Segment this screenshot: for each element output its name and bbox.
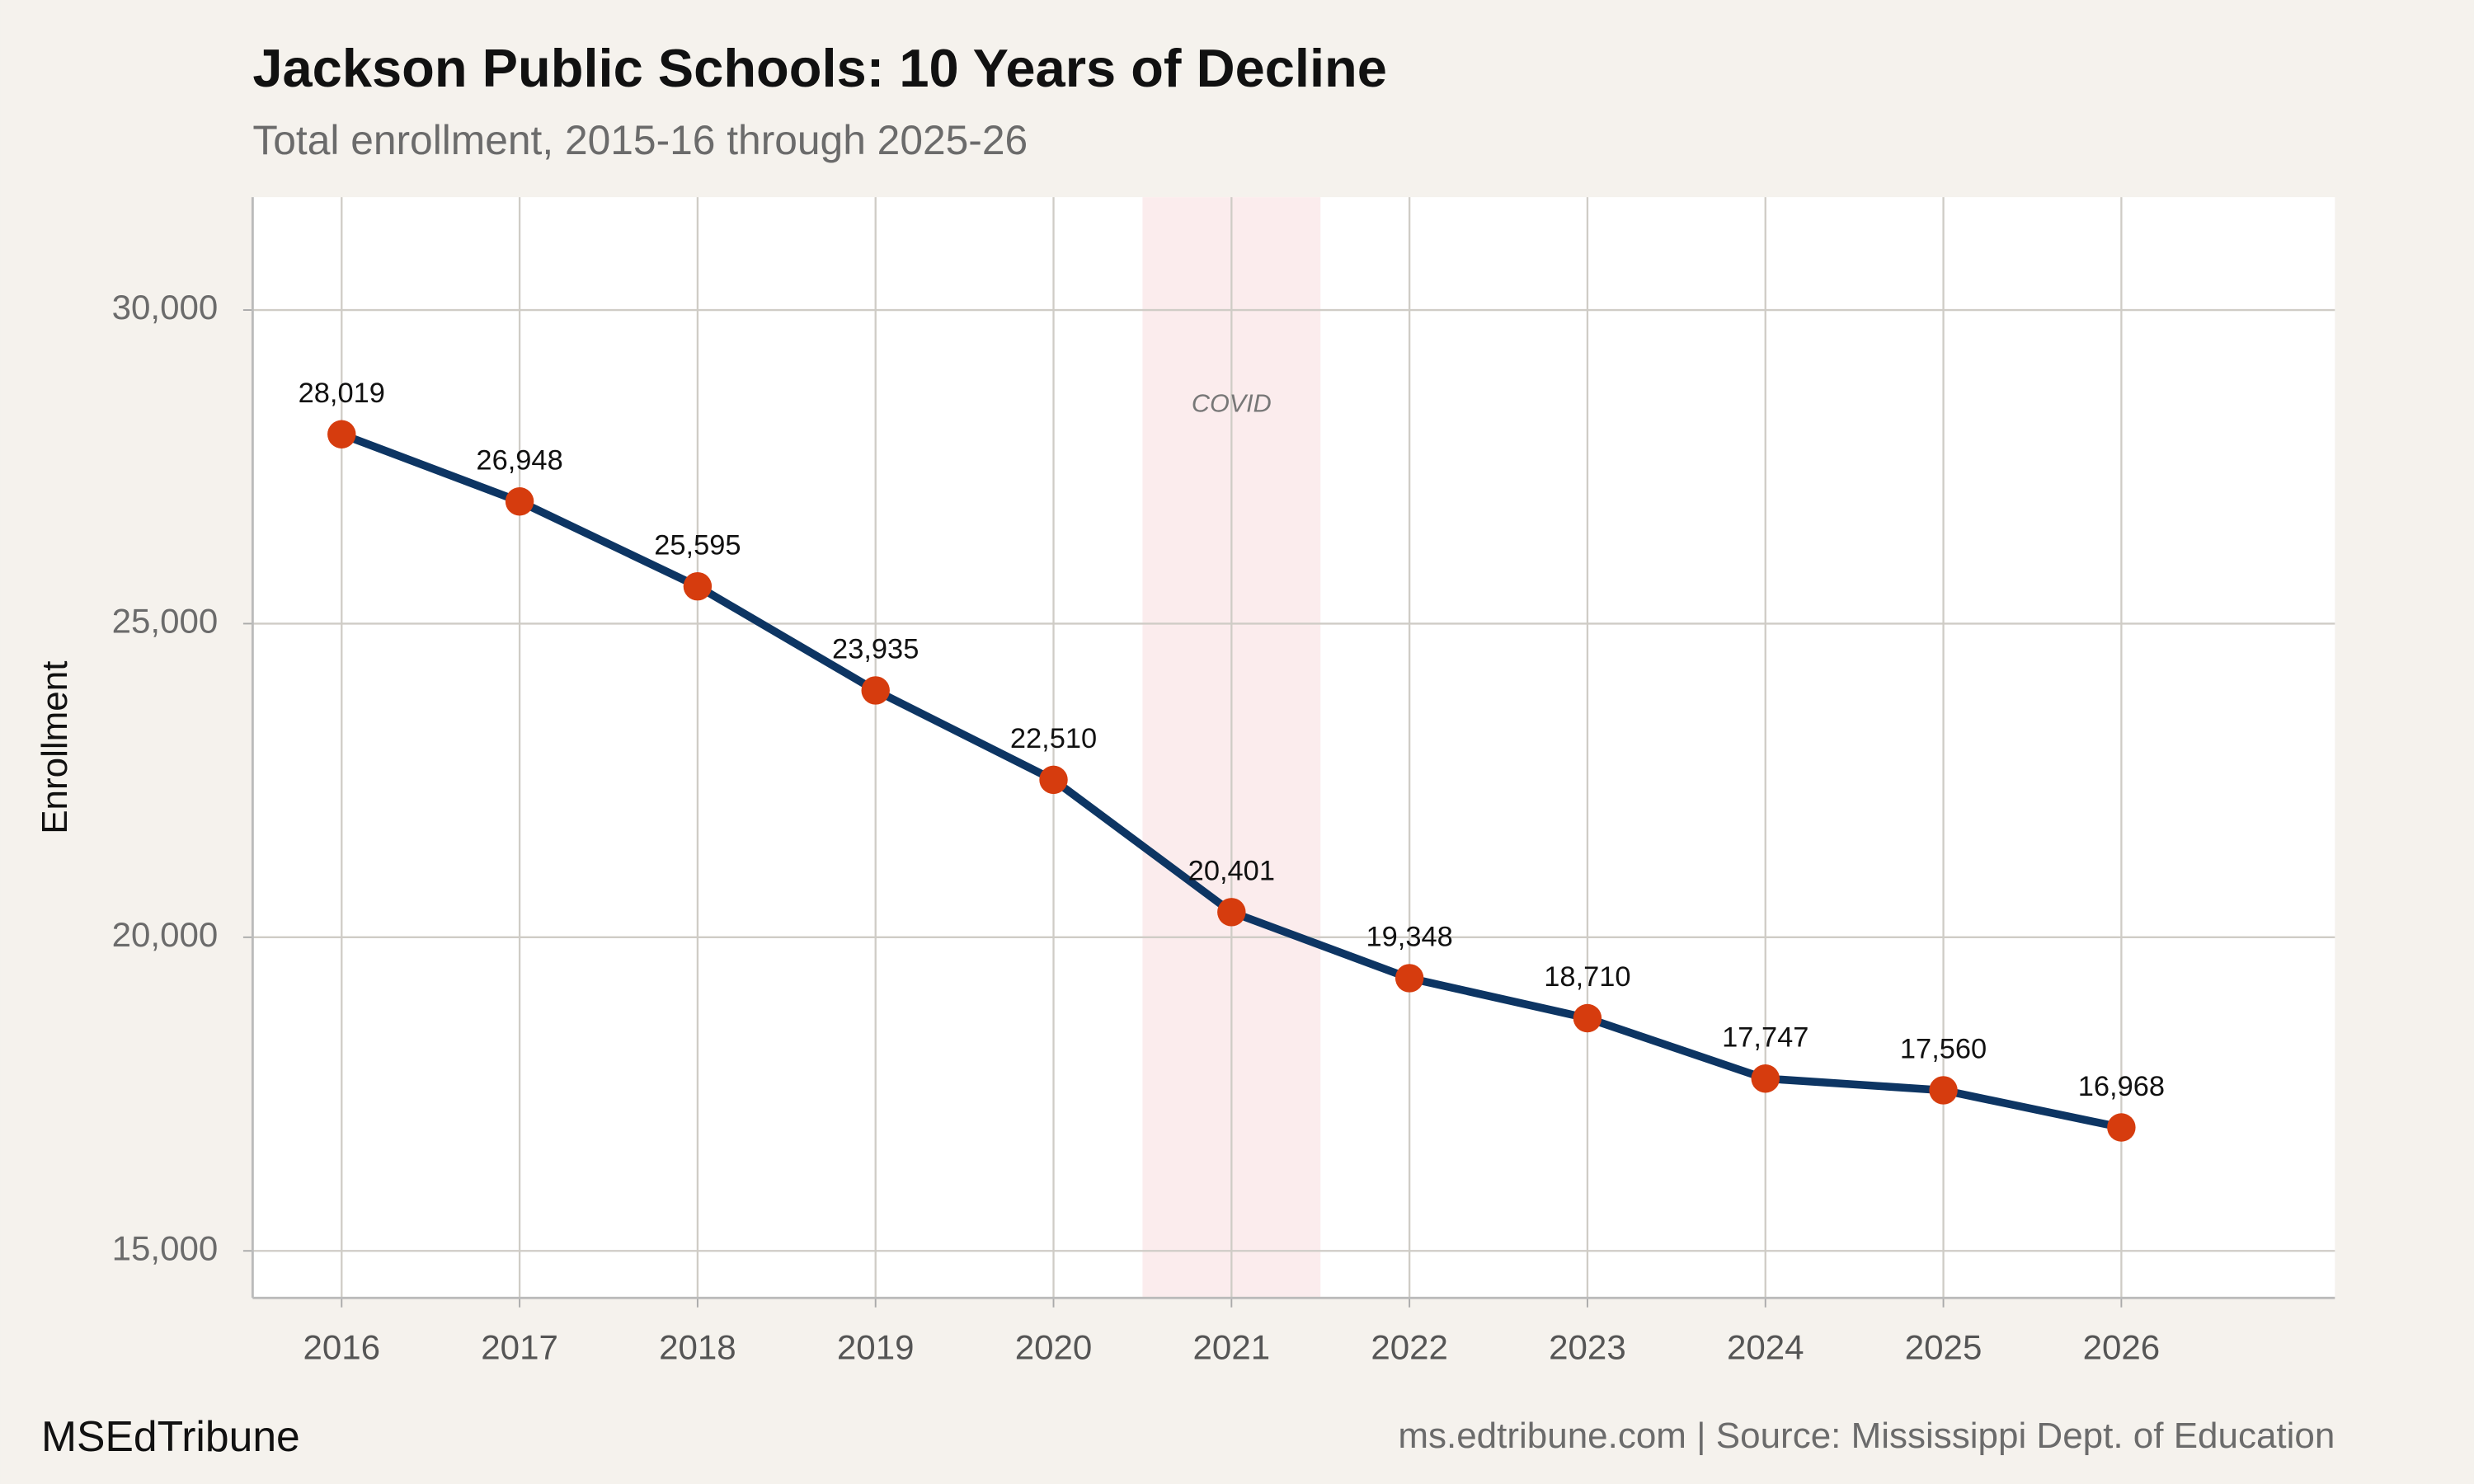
- span-label: COVID: [1192, 390, 1272, 418]
- data-label: 22,510: [1010, 723, 1097, 754]
- x-tick-label: 2023: [1549, 1328, 1626, 1367]
- point: [327, 420, 356, 448]
- point: [1039, 765, 1068, 795]
- point: [861, 676, 890, 705]
- point: [1217, 898, 1246, 927]
- x-tick-label: 2020: [1015, 1328, 1093, 1367]
- brand: MSEdTribune: [41, 1412, 300, 1460]
- x-tick-label: 2021: [1193, 1328, 1271, 1367]
- point: [1573, 1003, 1602, 1033]
- data-label: 19,348: [1366, 922, 1452, 953]
- x-tick-label: 2026: [2083, 1328, 2161, 1367]
- x-tick-label: 2022: [1371, 1328, 1448, 1367]
- data-label: 16,968: [2078, 1071, 2165, 1102]
- point: [1751, 1064, 1780, 1093]
- data-label: 18,710: [1544, 961, 1630, 993]
- point: [683, 571, 713, 601]
- point: [1395, 964, 1424, 993]
- data-label: 17,747: [1722, 1022, 1808, 1054]
- x-tick-label: 2024: [1727, 1328, 1804, 1367]
- x-tick-label: 2025: [1905, 1328, 1982, 1367]
- data-label: 23,935: [832, 634, 919, 665]
- y-tick-label: 30,000: [112, 288, 219, 326]
- data-label: 25,595: [654, 529, 741, 561]
- point: [2107, 1113, 2136, 1142]
- x-tick-label: 2016: [303, 1328, 380, 1367]
- y-tick-label: 25,000: [112, 602, 219, 641]
- chart-title: Jackson Public Schools: 10 Years of Decl…: [252, 38, 1387, 98]
- x-tick-label: 2019: [837, 1328, 915, 1367]
- data-label: 26,948: [476, 445, 562, 477]
- chart-subtitle: Total enrollment, 2015-16 through 2025-2…: [252, 117, 1028, 163]
- y-tick-label: 15,000: [112, 1228, 219, 1267]
- y-axis-label: Enrollment: [35, 661, 75, 834]
- y-tick-label: 20,000: [112, 915, 219, 954]
- x-tick-label: 2017: [481, 1328, 558, 1367]
- point: [1929, 1076, 1958, 1105]
- source: ms.edtribune.com | Source: Mississippi D…: [1398, 1416, 2335, 1456]
- x-tick-label: 2018: [659, 1328, 736, 1367]
- point: [505, 487, 534, 516]
- data-label: 17,560: [1900, 1034, 1987, 1065]
- data-label: 28,019: [299, 378, 385, 409]
- data-label: 20,401: [1188, 856, 1275, 887]
